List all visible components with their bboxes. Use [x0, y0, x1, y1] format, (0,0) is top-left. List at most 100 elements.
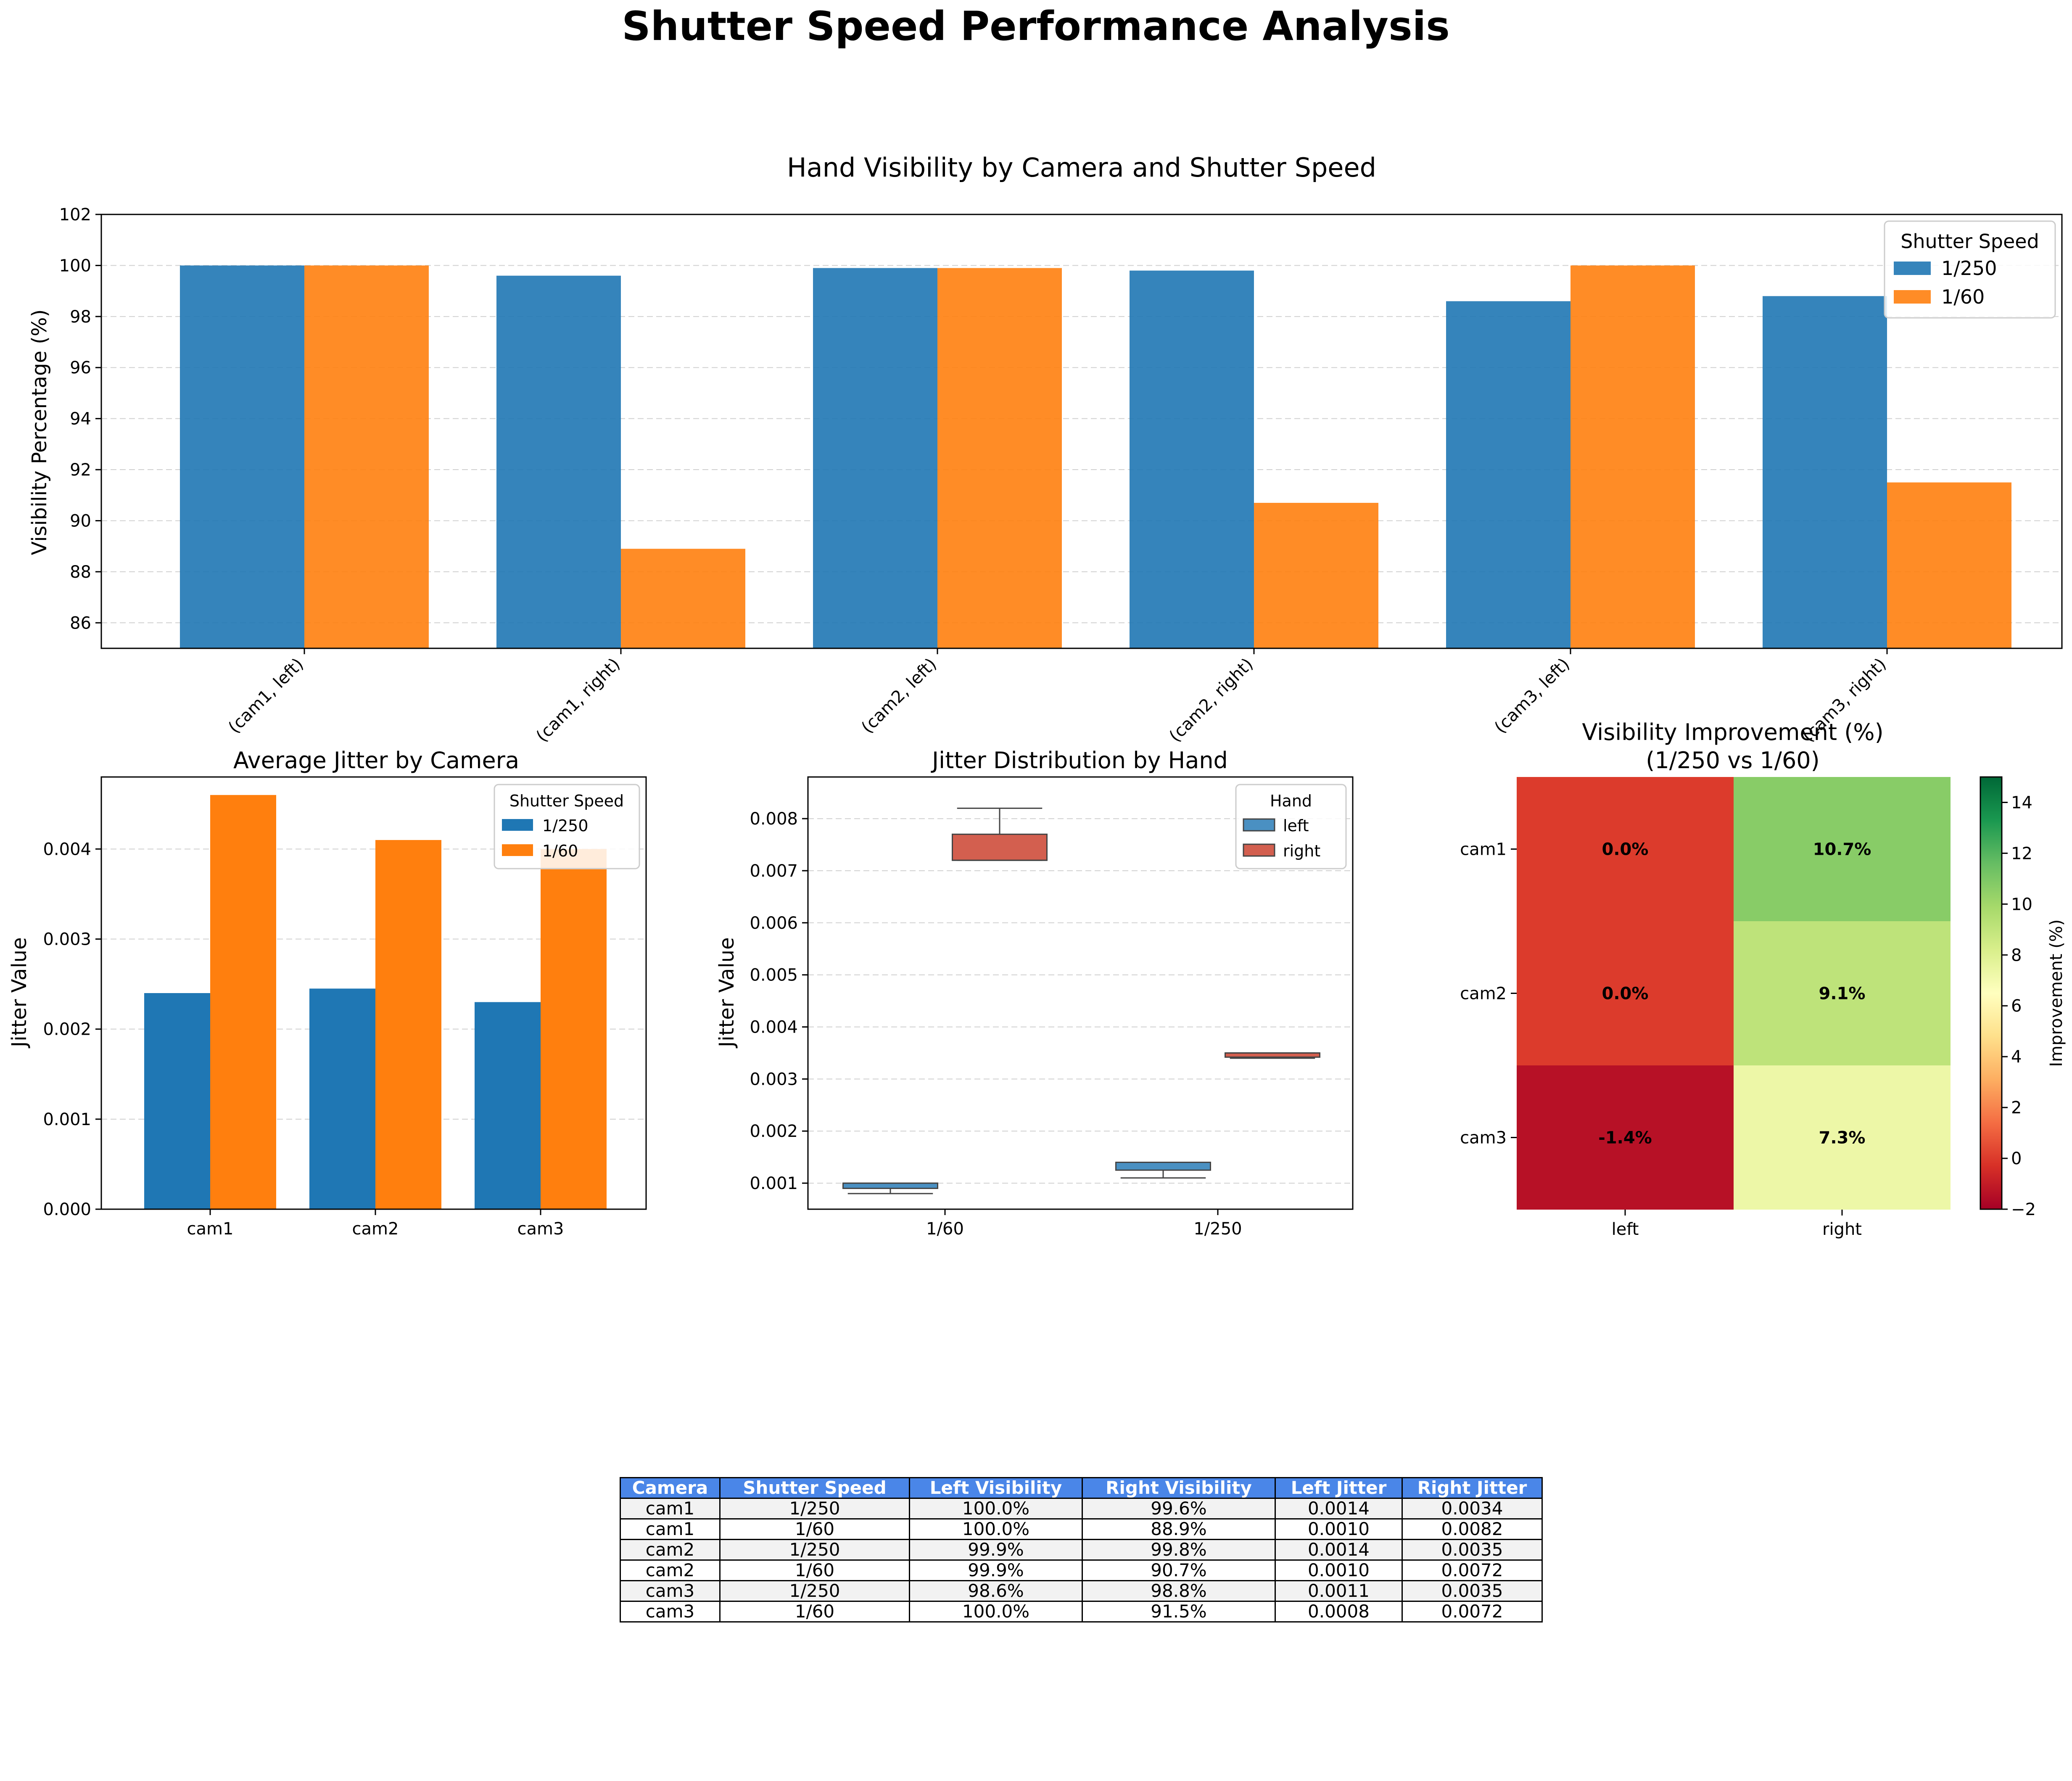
bar-1-250: [813, 268, 937, 648]
y-tick-label: 102: [59, 205, 91, 225]
table-cell: 0.0008: [1275, 1601, 1403, 1622]
hand-legend-swatch-right: [1243, 843, 1275, 857]
table-cell: 100.0%: [909, 1498, 1083, 1519]
y-tick-label: 86: [70, 613, 91, 633]
y-tick-label: 0.003: [43, 930, 91, 949]
y-tick-label: 100: [59, 256, 91, 275]
y-tick-label: 0.000: [43, 1200, 91, 1219]
heatmap-cell-label: 10.7%: [1813, 840, 1871, 859]
y-tick-label: 0.002: [750, 1122, 798, 1141]
bar-1-60: [304, 265, 429, 648]
bar-1-60: [1254, 502, 1378, 648]
heatmap-cell: [1517, 1065, 1734, 1210]
bar-1-250: [1763, 296, 1887, 648]
visibility-plot-frame: [100, 214, 2063, 649]
table-cell: 88.9%: [1082, 1518, 1276, 1540]
visibility-y-axis-label: Visibility Percentage (%): [28, 309, 51, 555]
heatmap-cell: [1734, 777, 1951, 921]
y-tick-label: 0.004: [43, 840, 91, 859]
x-tick-label: 1/250: [1193, 1219, 1242, 1239]
x-tick-label: right: [1822, 1220, 1862, 1239]
y-tick-label: 0.008: [750, 809, 798, 829]
colorbar-tick-label: 8: [2011, 946, 2022, 965]
table-header-left-jitter: Left Jitter: [1275, 1477, 1403, 1499]
y-tick-label: 88: [70, 563, 91, 582]
jitter-distribution-chart: Jitter Distribution by Hand Jitter Value…: [715, 747, 1354, 1239]
y-tick-label: 96: [70, 358, 91, 378]
table-row: cam3 1/250 98.6% 98.8% 0.0011 0.0035: [620, 1580, 1543, 1602]
avg-jitter-plot-frame: [100, 776, 647, 1210]
table-header-right-visibility: Right Visibility: [1082, 1477, 1276, 1499]
heatmap-title-line-2: (1/250 vs 1/60): [1646, 747, 1819, 774]
jitter-distribution-y-axis-label: Jitter Value: [715, 937, 739, 1048]
table-cell: cam1: [620, 1518, 721, 1540]
table-cell: 99.9%: [909, 1559, 1083, 1581]
legend-label-1-60: 1/60: [1941, 285, 1985, 308]
bar-1-250: [496, 275, 621, 648]
table-cell: 0.0035: [1402, 1539, 1543, 1561]
x-tick-label: (cam1, right): [533, 655, 624, 746]
heatmap-title-line-1: Visibility Improvement (%): [1582, 719, 1883, 745]
table-cell: cam3: [620, 1580, 721, 1602]
table-cell: cam3: [620, 1601, 721, 1622]
legend-swatch-1-60: [1894, 290, 1931, 304]
colorbar-label: Improvement (%): [2047, 919, 2066, 1067]
heatmap-cell: [1517, 921, 1734, 1065]
bar-1-250: [1446, 301, 1570, 648]
table-cell: 100.0%: [909, 1601, 1083, 1622]
table-cell: cam2: [620, 1559, 721, 1581]
table-cell: 0.0011: [1275, 1580, 1403, 1602]
improvement-heatmap: Visibility Improvement (%) (1/250 vs 1/6…: [1460, 719, 2066, 1239]
avg-legend-swatch-1-60: [502, 844, 533, 856]
avg-jitter-chart: Average Jitter by Camera Jitter Value 0.…: [8, 747, 647, 1239]
table-cell: 91.5%: [1082, 1601, 1276, 1622]
visibility-legend-title: Shutter Speed: [1900, 230, 2039, 253]
y-tick-label: cam3: [1460, 1128, 1507, 1148]
avg-jitter-chart-title: Average Jitter by Camera: [233, 747, 519, 774]
x-tick-label: left: [1612, 1220, 1639, 1239]
heatmap-cell-label: 0.0%: [1602, 984, 1649, 1004]
heatmap-cell-label: -1.4%: [1598, 1128, 1652, 1148]
x-tick-label: (cam3, left): [1491, 655, 1573, 737]
y-tick-label: 0.001: [43, 1110, 91, 1129]
colorbar-tick-label: −2: [2011, 1200, 2036, 1219]
colorbar: [1980, 776, 2003, 1210]
table-cell: 99.9%: [909, 1539, 1083, 1561]
heatmap-cell-label: 9.1%: [1819, 984, 1866, 1004]
y-tick-label: 0.003: [750, 1070, 798, 1089]
table-cell: 99.6%: [1082, 1498, 1276, 1519]
y-tick-label: 0.005: [750, 966, 798, 985]
heatmap-cell: [1517, 777, 1734, 921]
table-cell: 0.0014: [1275, 1539, 1403, 1561]
table-header-camera: Camera: [620, 1477, 721, 1499]
x-tick-label: cam2: [352, 1219, 399, 1239]
table-cell: 100.0%: [909, 1518, 1083, 1540]
heatmap-cell-label: 0.0%: [1602, 840, 1649, 859]
box-left: [1115, 1162, 1211, 1171]
y-tick-label: 0.002: [43, 1020, 91, 1039]
visibility-chart-title: Hand Visibility by Camera and Shutter Sp…: [787, 152, 1376, 183]
colorbar-tick-label: 10: [2011, 895, 2032, 914]
table-cell: cam2: [620, 1539, 721, 1561]
avg-legend-label-1-250: 1/250: [542, 817, 589, 835]
y-tick-label: 0.004: [750, 1018, 798, 1037]
table-header-row: Camera Shutter Speed Left Visibility Rig…: [620, 1477, 1543, 1499]
table-cell: 0.0072: [1402, 1601, 1543, 1622]
table-cell: 1/250: [719, 1580, 910, 1602]
colorbar-tick-label: 4: [2011, 1047, 2022, 1067]
x-tick-label: (cam2, right): [1166, 655, 1257, 746]
bar-1-60: [210, 795, 276, 1209]
colorbar-tick-label: 6: [2011, 996, 2022, 1016]
bar-1-250: [144, 993, 210, 1209]
bar-1-250: [475, 1002, 541, 1209]
x-tick-label: (cam2, left): [858, 655, 940, 737]
bar-1-250: [180, 265, 304, 648]
table-header-right-jitter: Right Jitter: [1402, 1477, 1543, 1499]
table-row: cam1 1/60 100.0% 88.9% 0.0010 0.0082: [620, 1518, 1543, 1540]
table-cell: 1/60: [719, 1559, 910, 1581]
bar-1-60: [1887, 482, 2011, 648]
y-tick-label: 92: [70, 460, 91, 480]
table-cell: 1/250: [719, 1498, 910, 1519]
heatmap-cell: [1734, 921, 1951, 1065]
